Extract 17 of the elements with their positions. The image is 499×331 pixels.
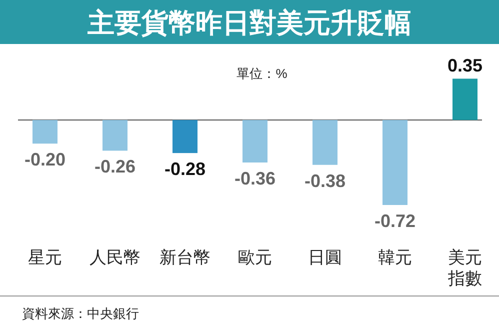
chart-title: 主要貨幣昨日對美元升貶幅 [86, 8, 412, 38]
x-tick-label: 日圓 [308, 248, 342, 267]
data-label: -0.72 [374, 211, 416, 231]
data-label: 0.35 [447, 56, 483, 76]
x-tick-label: 韓元 [378, 248, 412, 267]
x-tick-label: 歐元 [238, 248, 272, 267]
data-label: -0.20 [24, 150, 66, 170]
data-label: -0.38 [304, 170, 346, 191]
x-tick-label: 人民幣 [90, 248, 140, 267]
source-note: 資料來源：中央銀行 [22, 306, 139, 321]
data-label: -0.28 [164, 159, 206, 180]
data-label: -0.26 [94, 156, 136, 177]
x-tick-label: 星元 [28, 248, 62, 267]
x-tick-label: 新台幣 [160, 248, 210, 267]
x-tick-label: 美元指數 [447, 248, 482, 288]
data-label: -0.36 [234, 168, 276, 188]
chart-subtitle: 單位：% [236, 66, 288, 81]
